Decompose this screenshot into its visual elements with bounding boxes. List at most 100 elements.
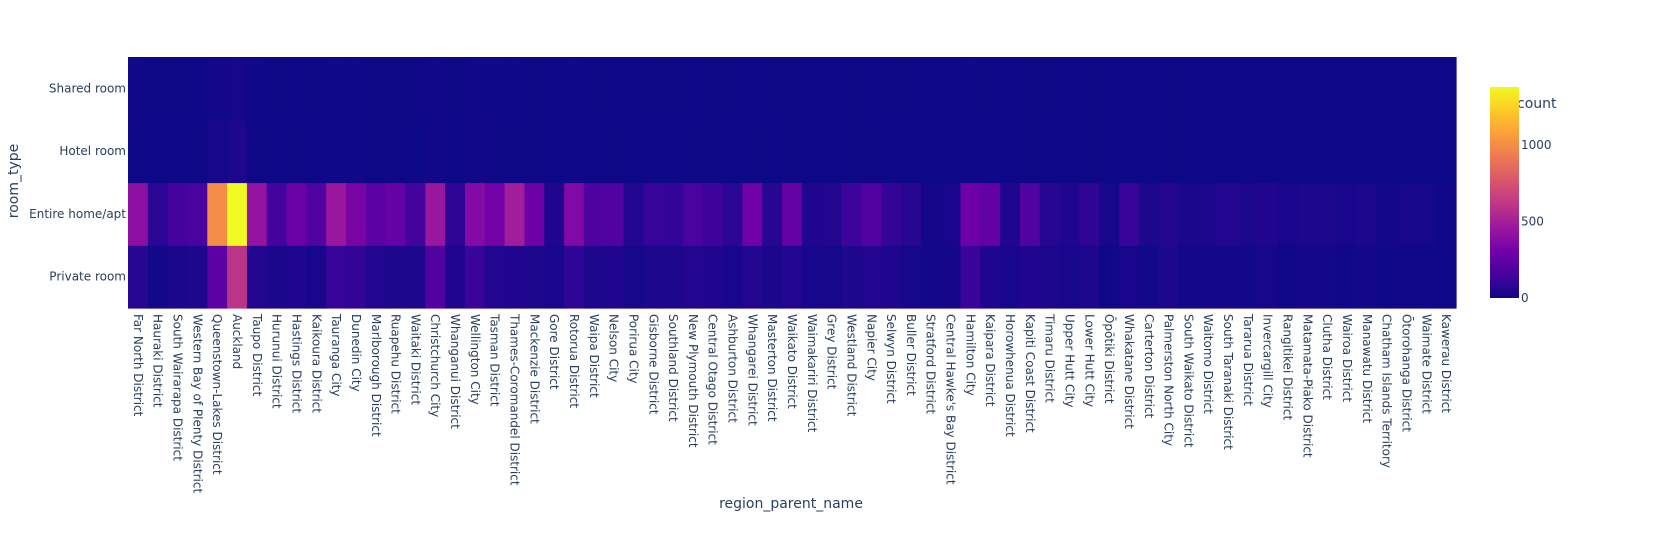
heatmap-cell <box>1297 182 1318 246</box>
heatmap-cell <box>1138 182 1160 246</box>
heatmap-cell <box>227 245 248 309</box>
x-tick-label: Chatham Islands Territory <box>1380 314 1394 468</box>
x-tick-label: Wairoa District <box>1340 314 1354 402</box>
heatmap-cell <box>1119 57 1140 121</box>
x-tick-label: Hamilton City <box>963 314 977 396</box>
heatmap-cell <box>1000 57 1021 121</box>
heatmap-cell <box>365 245 387 309</box>
heatmap-cell <box>881 57 902 121</box>
heatmap-cell <box>464 119 486 184</box>
heatmap-cell <box>1158 245 1180 309</box>
heatmap-cell <box>1218 57 1239 121</box>
y-tick-labels: Private room Entire home/apt Hotel room Sha… <box>29 81 126 283</box>
heatmap-cell <box>326 119 347 184</box>
heatmap-cell <box>1019 57 1041 121</box>
heatmap-cell <box>1059 245 1080 309</box>
heatmap-cell <box>524 245 545 309</box>
heatmap-cell <box>702 57 724 121</box>
heatmap-cell <box>1337 182 1358 246</box>
heatmap-cell <box>207 57 228 121</box>
heatmap-cell <box>524 57 545 121</box>
x-tick-label: Southland District <box>666 314 680 422</box>
heatmap-cell <box>901 245 922 309</box>
x-tick-label: Western Bay of Plenty District <box>190 314 204 493</box>
x-tick-label: Upper Hutt City <box>1062 314 1076 408</box>
heatmap-cell <box>1158 57 1180 121</box>
heatmap-cell <box>1178 57 1199 121</box>
heatmap-cell <box>405 57 426 121</box>
heatmap-cell <box>564 57 585 121</box>
heatmap-cell <box>1396 57 1417 121</box>
heatmap-cell <box>1039 182 1061 246</box>
heatmap-cell <box>1257 119 1279 184</box>
heatmap-cell <box>841 119 862 184</box>
x-tick-label: Masterton District <box>765 314 779 422</box>
x-tick-label: Wellington City <box>468 314 482 405</box>
heatmap-cell <box>1416 57 1437 121</box>
heatmap-cell <box>980 182 1001 246</box>
heatmap-cell <box>801 182 823 246</box>
heatmap-cell <box>1019 182 1041 246</box>
heatmap-cell <box>128 57 149 121</box>
heatmap-cell <box>246 57 268 121</box>
heatmap-cell <box>365 182 387 246</box>
x-tick-label: Waitomo District <box>1201 314 1215 414</box>
heatmap-cell <box>1257 182 1279 246</box>
heatmap-cell <box>821 57 843 121</box>
heatmap-cell <box>564 245 585 309</box>
heatmap-cell <box>702 182 724 246</box>
heatmap-cell <box>643 119 664 184</box>
heatmap-cell <box>1297 119 1318 184</box>
heatmap-cell <box>128 119 149 184</box>
heatmap-cell <box>1099 119 1120 184</box>
heatmap-cell <box>385 245 407 309</box>
heatmap-cell <box>167 245 189 309</box>
heatmap-cell <box>901 119 922 184</box>
heatmap-cell <box>782 182 803 246</box>
x-tick-label: Auckland <box>230 314 244 369</box>
x-tick-label: Kapiti Coast District <box>1023 314 1037 433</box>
x-tick-label: Manawatu District <box>1360 314 1374 423</box>
heatmap-cell <box>484 245 506 309</box>
x-tick-label: South Wairarapa District <box>171 314 185 461</box>
heatmap-cell <box>1436 245 1457 309</box>
heatmap-cell <box>1337 245 1358 309</box>
x-tick-label: South Taranaki District <box>1221 314 1235 450</box>
heatmap-cell <box>544 182 565 246</box>
heatmap-cell <box>762 57 783 121</box>
x-tick-label: Dunedin City <box>349 314 363 392</box>
heatmap-cell <box>663 245 684 309</box>
x-tick-label: Far North District <box>131 314 145 417</box>
heatmap-cell <box>1079 245 1100 309</box>
heatmap-cell <box>1356 119 1378 184</box>
heatmap-cell <box>742 182 763 246</box>
heatmap-cell <box>286 245 307 309</box>
heatmap-cell <box>1198 245 1219 309</box>
heatmap-cell <box>980 119 1001 184</box>
heatmap-cell <box>762 245 783 309</box>
colorbar-tick-label: 1000 <box>1521 138 1552 152</box>
heatmap-cell <box>1237 182 1259 246</box>
heatmap-cell <box>445 119 466 184</box>
heatmap-cell <box>187 245 208 309</box>
x-tick-label: Marlborough District <box>369 314 383 437</box>
x-tick-label: South Waikato District <box>1181 314 1195 448</box>
heatmap-cell <box>722 119 744 184</box>
heatmap-cell <box>1178 182 1199 246</box>
heatmap-cell <box>762 119 783 184</box>
heatmap-cell <box>920 245 942 309</box>
heatmap-cell <box>603 245 625 309</box>
heatmap-cell <box>682 182 704 246</box>
heatmap-cell <box>702 245 724 309</box>
heatmap-cell <box>643 245 664 309</box>
x-tick-label: Tauranga City <box>329 313 343 397</box>
heatmap-cell <box>1356 57 1378 121</box>
heatmap-cell <box>841 182 862 246</box>
x-tick-label: Kaikoura District <box>309 314 323 413</box>
heatmap-cell <box>1356 182 1378 246</box>
heatmap-cell <box>207 245 228 309</box>
heatmap-cell <box>663 57 684 121</box>
heatmap-cell <box>1376 182 1398 246</box>
heatmap-cell <box>147 119 169 184</box>
x-tick-label: Gore District <box>547 314 561 390</box>
